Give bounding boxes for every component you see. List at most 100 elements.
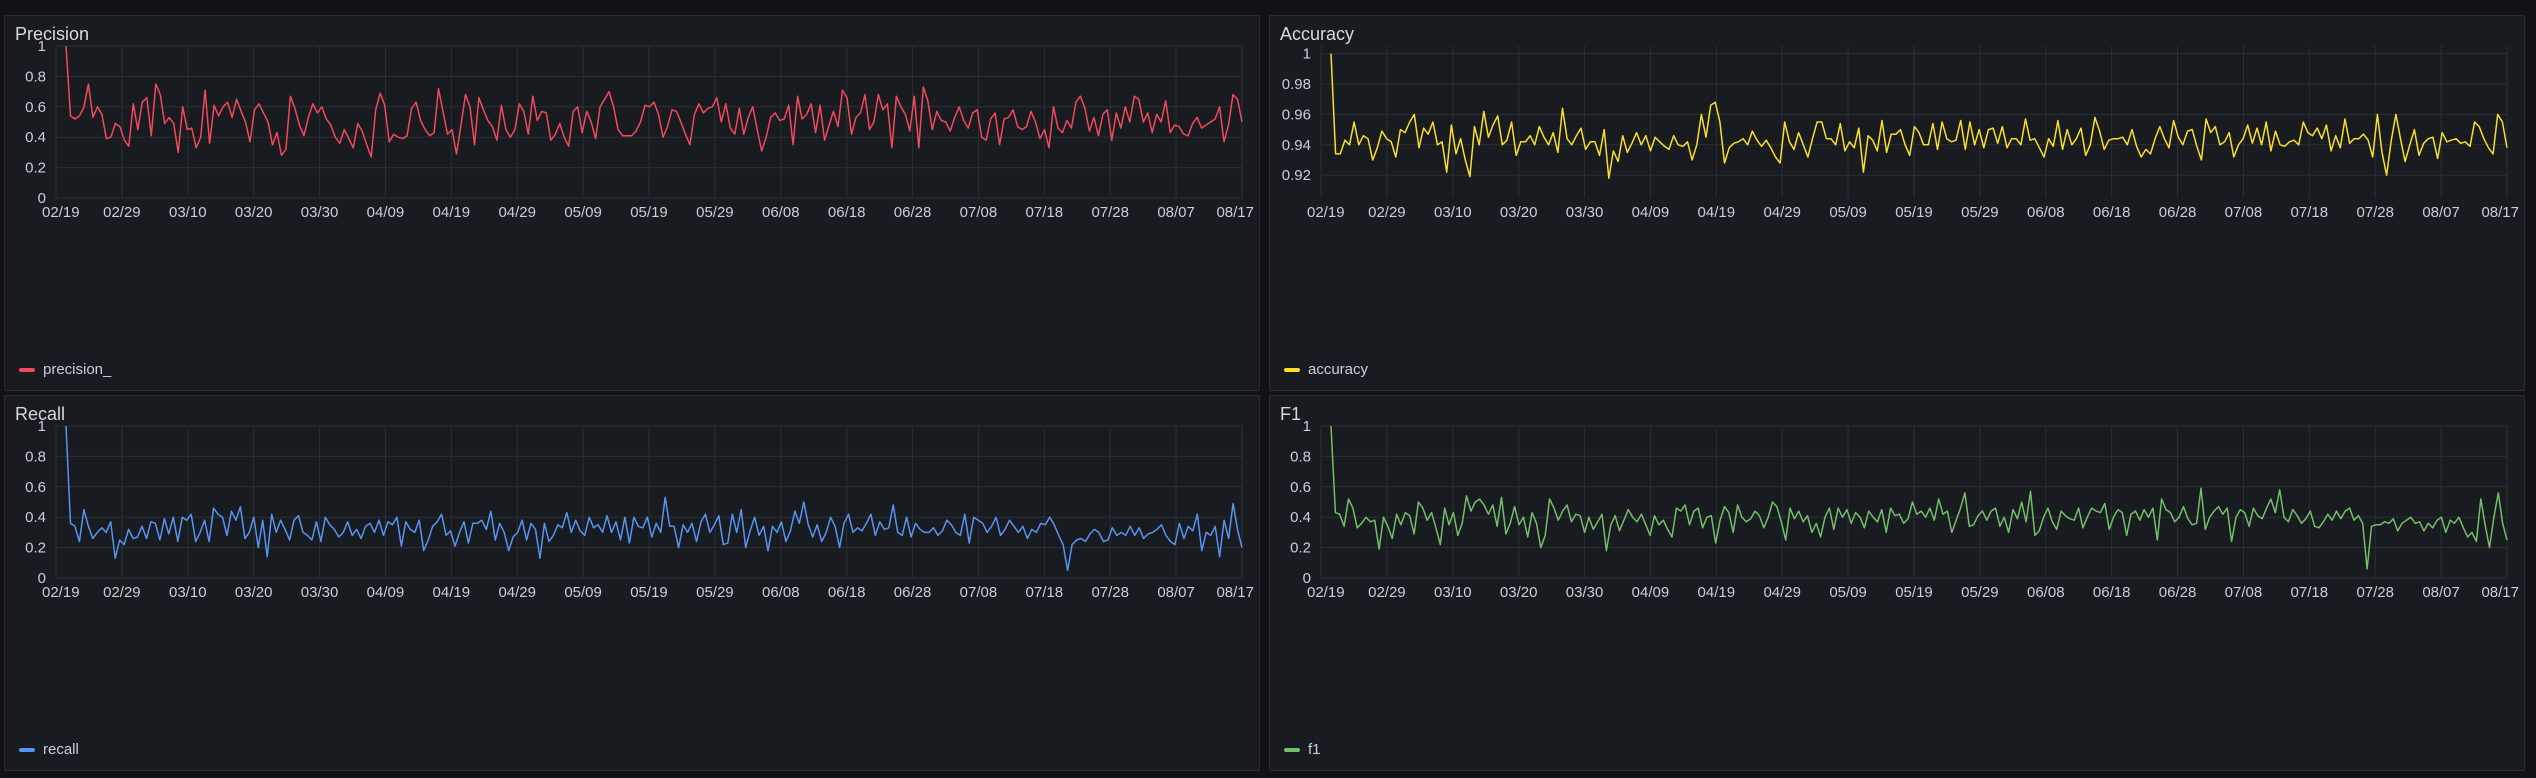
- x-tick-label: 02/29: [103, 204, 141, 221]
- y-tick-label: 0.2: [25, 160, 46, 177]
- x-tick-label: 07/18: [1026, 584, 1064, 601]
- x-tick-label: 06/18: [828, 584, 866, 601]
- x-tick-label: 04/09: [1632, 584, 1670, 601]
- x-tick-label: 04/19: [433, 584, 471, 601]
- x-tick-label: 03/10: [1434, 584, 1472, 601]
- panel-title[interactable]: Precision: [15, 24, 90, 44]
- x-tick-label: 06/08: [762, 204, 800, 221]
- y-tick-label: 0.8: [1290, 448, 1311, 465]
- plot-area: 0.92 0.94 0.96 0.98 1 02/19 02/29 03/10 03/20 03/…: [1282, 46, 2519, 221]
- recall-chart: 0 0.2 0.4 0.6 0.8 1 02/19 02/29 03/10 03/20 03/30 0…: [25, 418, 1254, 601]
- x-tick-label: 05/19: [1895, 204, 1933, 221]
- y-tick-label: 0.8: [25, 68, 46, 85]
- series-line: [65, 45, 1243, 158]
- x-tick-label: 03/30: [1566, 204, 1604, 221]
- x-tick-label: 04/29: [498, 584, 536, 601]
- x-tick-label: 05/29: [696, 204, 734, 221]
- legend: accuracy: [1284, 361, 1368, 378]
- x-tick-label: 04/29: [1763, 204, 1801, 221]
- y-tick-label: 0: [1303, 570, 1311, 587]
- f1-chart: 0 0.2 0.4 0.6 0.8 1 02/19 02/29 03/10 03/20 03/30 0…: [1290, 418, 2519, 601]
- y-tick-label: 0.2: [25, 540, 46, 557]
- x-tick-label: 06/08: [2027, 584, 2065, 601]
- x-tick-label: 04/29: [1763, 584, 1801, 601]
- panel-title[interactable]: Accuracy: [1280, 24, 1355, 44]
- x-tick-label: 08/07: [1157, 584, 1195, 601]
- x-tick-label: 03/20: [235, 204, 273, 221]
- x-tick-label: 05/09: [564, 204, 602, 221]
- x-tick-label: 05/09: [1829, 204, 1867, 221]
- y-tick-label: 0: [38, 570, 46, 587]
- plot-area: 0 0.2 0.4 0.6 0.8 1 02/19 02/29 03/10 03/20 03/30 0…: [25, 418, 1254, 601]
- legend: precision_: [19, 361, 111, 378]
- y-tick-label: 0.96: [1282, 106, 1311, 123]
- legend-swatch: [1284, 747, 1300, 752]
- x-tick-label: 02/29: [1368, 204, 1406, 221]
- x-tick-label: 07/18: [2291, 584, 2329, 601]
- y-tick-label: 0.4: [25, 509, 46, 526]
- x-tick-label: 05/09: [564, 584, 602, 601]
- x-tick-label: 08/07: [2422, 204, 2460, 221]
- x-tick-label: 08/07: [1157, 204, 1195, 221]
- x-tick-label: 04/19: [433, 204, 471, 221]
- y-tick-label: 0.92: [1282, 167, 1311, 184]
- x-tick-label: 07/08: [960, 204, 998, 221]
- x-tick-label: 07/28: [2356, 204, 2394, 221]
- legend-label[interactable]: accuracy: [1308, 361, 1369, 378]
- legend-label[interactable]: recall: [43, 741, 79, 758]
- x-tick-label: 04/19: [1698, 204, 1736, 221]
- panel-title[interactable]: Recall: [15, 404, 66, 424]
- x-tick-label: 03/20: [1500, 584, 1538, 601]
- x-tick-label: 03/20: [235, 584, 273, 601]
- y-tick-label: 0: [38, 190, 46, 207]
- x-tick-label: 07/28: [1091, 204, 1129, 221]
- legend-swatch: [19, 367, 35, 372]
- x-tick-label: 05/19: [630, 204, 668, 221]
- x-tick-label: 06/18: [828, 204, 866, 221]
- panel-title[interactable]: F1: [1280, 404, 1302, 424]
- x-tick-label: 03/10: [169, 584, 207, 601]
- y-tick-label: 0.6: [25, 479, 46, 496]
- x-tick-label: 03/30: [301, 204, 339, 221]
- legend-label[interactable]: precision_: [43, 361, 112, 378]
- x-tick-label: 03/10: [1434, 204, 1472, 221]
- x-tick-label: 04/09: [1632, 204, 1670, 221]
- x-tick-label: 02/29: [1368, 584, 1406, 601]
- y-tick-label: 0.98: [1282, 76, 1311, 93]
- x-tick-label: 08/17: [2481, 204, 2519, 221]
- y-tick-label: 1: [38, 38, 46, 55]
- legend: f1: [1284, 741, 1321, 758]
- x-tick-label: 02/29: [103, 584, 141, 601]
- legend-label[interactable]: f1: [1308, 741, 1321, 758]
- x-tick-label: 02/19: [42, 204, 80, 221]
- x-tick-label: 06/08: [2027, 204, 2065, 221]
- x-tick-label: 07/28: [2356, 584, 2394, 601]
- x-tick-label: 03/30: [301, 584, 339, 601]
- f1-panel: F1 0 0.2 0.4 0.6 0.8 1 02/19 02/29 03/10 03/20 03/…: [1269, 395, 2525, 771]
- y-tick-label: 0.6: [25, 99, 46, 116]
- plot-area: 0 0.2 0.4 0.6 0.8 1 02/19 02/29 03/10 03/20 03/30 0…: [1290, 418, 2519, 601]
- y-tick-label: 0.94: [1282, 137, 1311, 154]
- precision-chart: 0 0.2 0.4 0.6 0.8 1 02/19 02/29 03/10 03/20 03/30 0…: [25, 38, 1254, 221]
- y-tick-label: 1: [1303, 418, 1311, 435]
- accuracy-chart: 0.92 0.94 0.96 0.98 1 02/19 02/29 03/10 03/20 03/…: [1282, 46, 2519, 221]
- x-tick-label: 03/30: [1566, 584, 1604, 601]
- x-tick-label: 03/20: [1500, 204, 1538, 221]
- y-tick-label: 0.6: [1290, 479, 1311, 496]
- x-tick-label: 04/09: [367, 204, 405, 221]
- x-tick-label: 05/29: [696, 584, 734, 601]
- x-tick-label: 08/07: [2422, 584, 2460, 601]
- y-tick-label: 0.2: [1290, 540, 1311, 557]
- x-tick-label: 06/18: [2093, 584, 2131, 601]
- x-tick-label: 06/08: [762, 584, 800, 601]
- series-line: [1330, 53, 2508, 179]
- x-tick-label: 04/09: [367, 584, 405, 601]
- series-line: [1330, 425, 2508, 570]
- x-tick-label: 07/08: [2225, 584, 2263, 601]
- accuracy-panel: Accuracy 0.92 0.94 0.96 0.98 1 02/19 02/29 03/1…: [1269, 15, 2525, 391]
- y-tick-label: 0.4: [1290, 509, 1311, 526]
- legend: recall: [19, 741, 79, 758]
- precision-panel: Precision 0 0.2 0.4 0.6 0.8 1 02/19 02/29 03/10 0…: [4, 15, 1260, 391]
- legend-swatch: [19, 747, 35, 752]
- x-tick-label: 07/18: [1026, 204, 1064, 221]
